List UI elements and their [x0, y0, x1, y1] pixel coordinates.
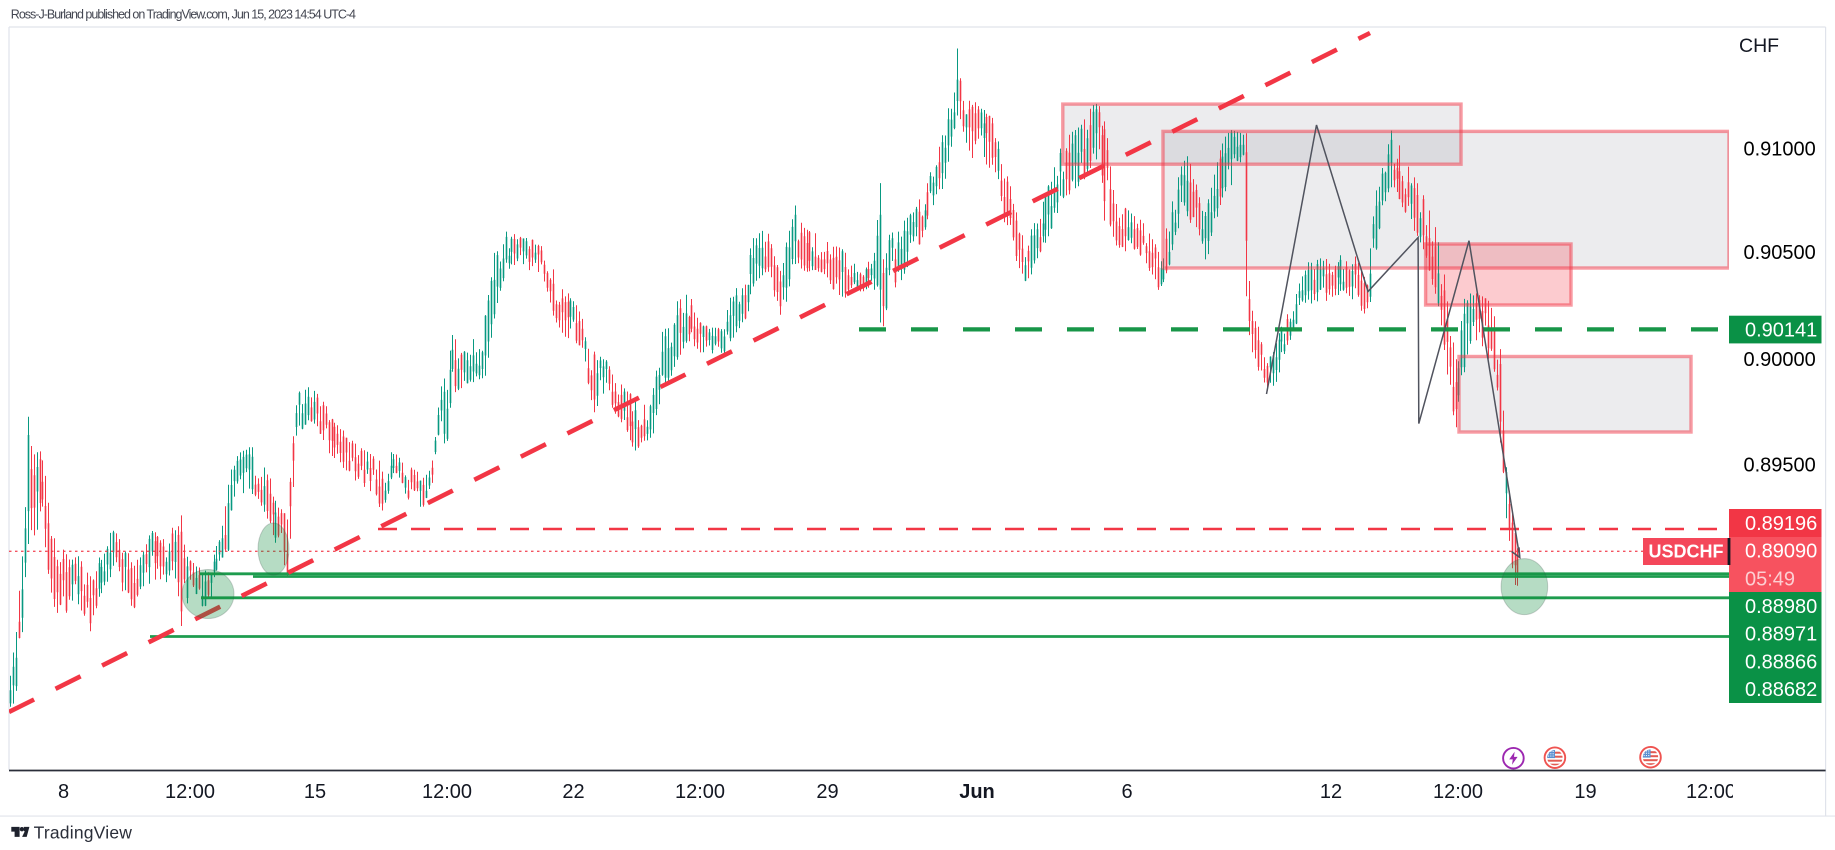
svg-text:0.88971: 0.88971 — [1745, 624, 1817, 646]
svg-text:29: 29 — [816, 781, 838, 803]
svg-text:0.89090: 0.89090 — [1745, 541, 1817, 563]
svg-text:15: 15 — [304, 781, 326, 803]
svg-text:Ross-J-Burland published on Tr: Ross-J-Burland published on TradingView.… — [11, 7, 356, 21]
svg-text:19: 19 — [1574, 781, 1596, 803]
svg-text:0.89500: 0.89500 — [1744, 454, 1816, 476]
svg-text:0.88682: 0.88682 — [1745, 679, 1817, 701]
svg-text:8: 8 — [58, 781, 69, 803]
svg-text:0.88980: 0.88980 — [1745, 596, 1817, 618]
svg-text:CHF: CHF — [1739, 35, 1779, 57]
svg-text:22: 22 — [562, 781, 584, 803]
svg-text:0.90500: 0.90500 — [1744, 242, 1816, 264]
svg-text:12: 12 — [1320, 781, 1342, 803]
svg-text:12:00: 12:00 — [1433, 781, 1483, 803]
svg-text:0.88866: 0.88866 — [1745, 651, 1817, 673]
svg-text:12:00: 12:00 — [1686, 781, 1736, 803]
svg-text:05:49: 05:49 — [1745, 568, 1795, 590]
svg-text:USDCHF: USDCHF — [1649, 542, 1724, 562]
svg-text:12:00: 12:00 — [165, 781, 215, 803]
svg-text:0.89196: 0.89196 — [1745, 513, 1817, 535]
svg-text:0.90000: 0.90000 — [1744, 349, 1816, 371]
svg-text:12:00: 12:00 — [675, 781, 725, 803]
svg-text:0.90141: 0.90141 — [1745, 320, 1817, 342]
svg-text:0.91000: 0.91000 — [1744, 139, 1816, 161]
svg-text:Jun: Jun — [959, 781, 995, 803]
svg-text:TradingView: TradingView — [34, 822, 133, 842]
svg-text:12:00: 12:00 — [422, 781, 472, 803]
svg-text:6: 6 — [1121, 781, 1132, 803]
